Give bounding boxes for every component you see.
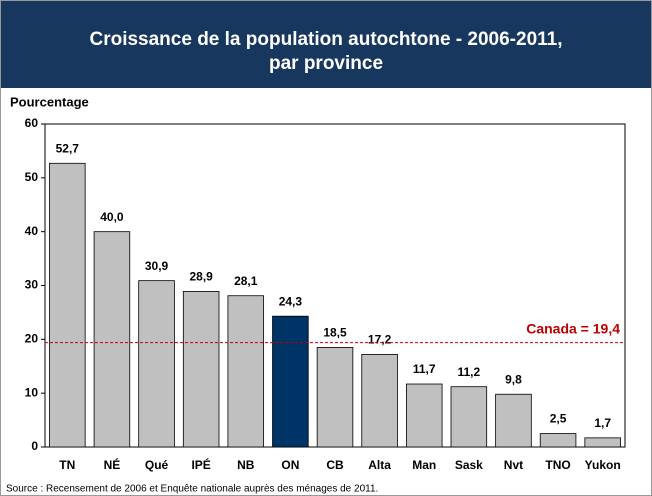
bar (405, 383, 443, 448)
bar (361, 354, 398, 448)
x-tick-label: Qué (145, 458, 169, 472)
bar (227, 295, 265, 448)
bar (584, 437, 621, 448)
y-tick-label: 20 (25, 332, 39, 346)
value-label: 17,2 (368, 333, 392, 347)
bar (93, 231, 131, 448)
x-tick-label: Nvt (504, 458, 523, 472)
value-label: 2,5 (550, 412, 567, 426)
value-label: 52,7 (56, 141, 80, 155)
y-tick-label: 10 (25, 385, 39, 399)
value-label: 11,7 (413, 362, 436, 376)
value-label: 1,7 (594, 416, 611, 430)
chart-subtitle: par province (269, 53, 383, 74)
x-tick-label: Man (412, 458, 436, 472)
y-tick-label: 30 (25, 278, 39, 292)
x-tick-label: NB (237, 458, 255, 472)
x-tick-label: Sask (455, 458, 483, 472)
bar (316, 347, 354, 448)
y-tick-label: 60 (25, 116, 39, 130)
value-label: 28,1 (234, 274, 258, 288)
bar (49, 162, 86, 448)
value-label: 40,0 (100, 210, 124, 224)
header (1, 1, 651, 88)
value-label: 9,8 (505, 372, 522, 386)
source: Source : Recensement de 2006 et Enquête … (6, 484, 378, 495)
value-label: 18,5 (323, 326, 347, 340)
chart-title: Croissance de la population autochtone -… (89, 29, 562, 50)
value-label: 28,9 (189, 270, 213, 284)
bar (450, 386, 488, 448)
x-tick-label: ON (281, 458, 299, 472)
y-tick-label: 40 (25, 224, 39, 238)
value-label: 24,3 (279, 294, 303, 308)
value-label: 30,9 (145, 259, 169, 273)
x-tick-label: Yukon (585, 458, 621, 472)
x-tick-label: Alta (368, 458, 391, 472)
x-tick-label: NÉ (104, 457, 121, 472)
x-tick-label: TN (59, 458, 75, 472)
x-tick-label: IPÉ (191, 457, 210, 472)
bar (539, 433, 577, 448)
y-tick-label: 0 (31, 439, 38, 453)
bar (138, 280, 175, 448)
bar (182, 291, 220, 448)
bar (272, 315, 309, 448)
y-axis-label: Pourcentage (10, 94, 89, 109)
y-tick-label: 50 (25, 170, 39, 184)
x-tick-label: CB (326, 458, 344, 472)
x-tick-label: TNO (545, 458, 570, 472)
bar (495, 393, 532, 448)
reference-label: Canada = 19,4 (526, 320, 620, 336)
value-label: 11,2 (457, 365, 480, 379)
